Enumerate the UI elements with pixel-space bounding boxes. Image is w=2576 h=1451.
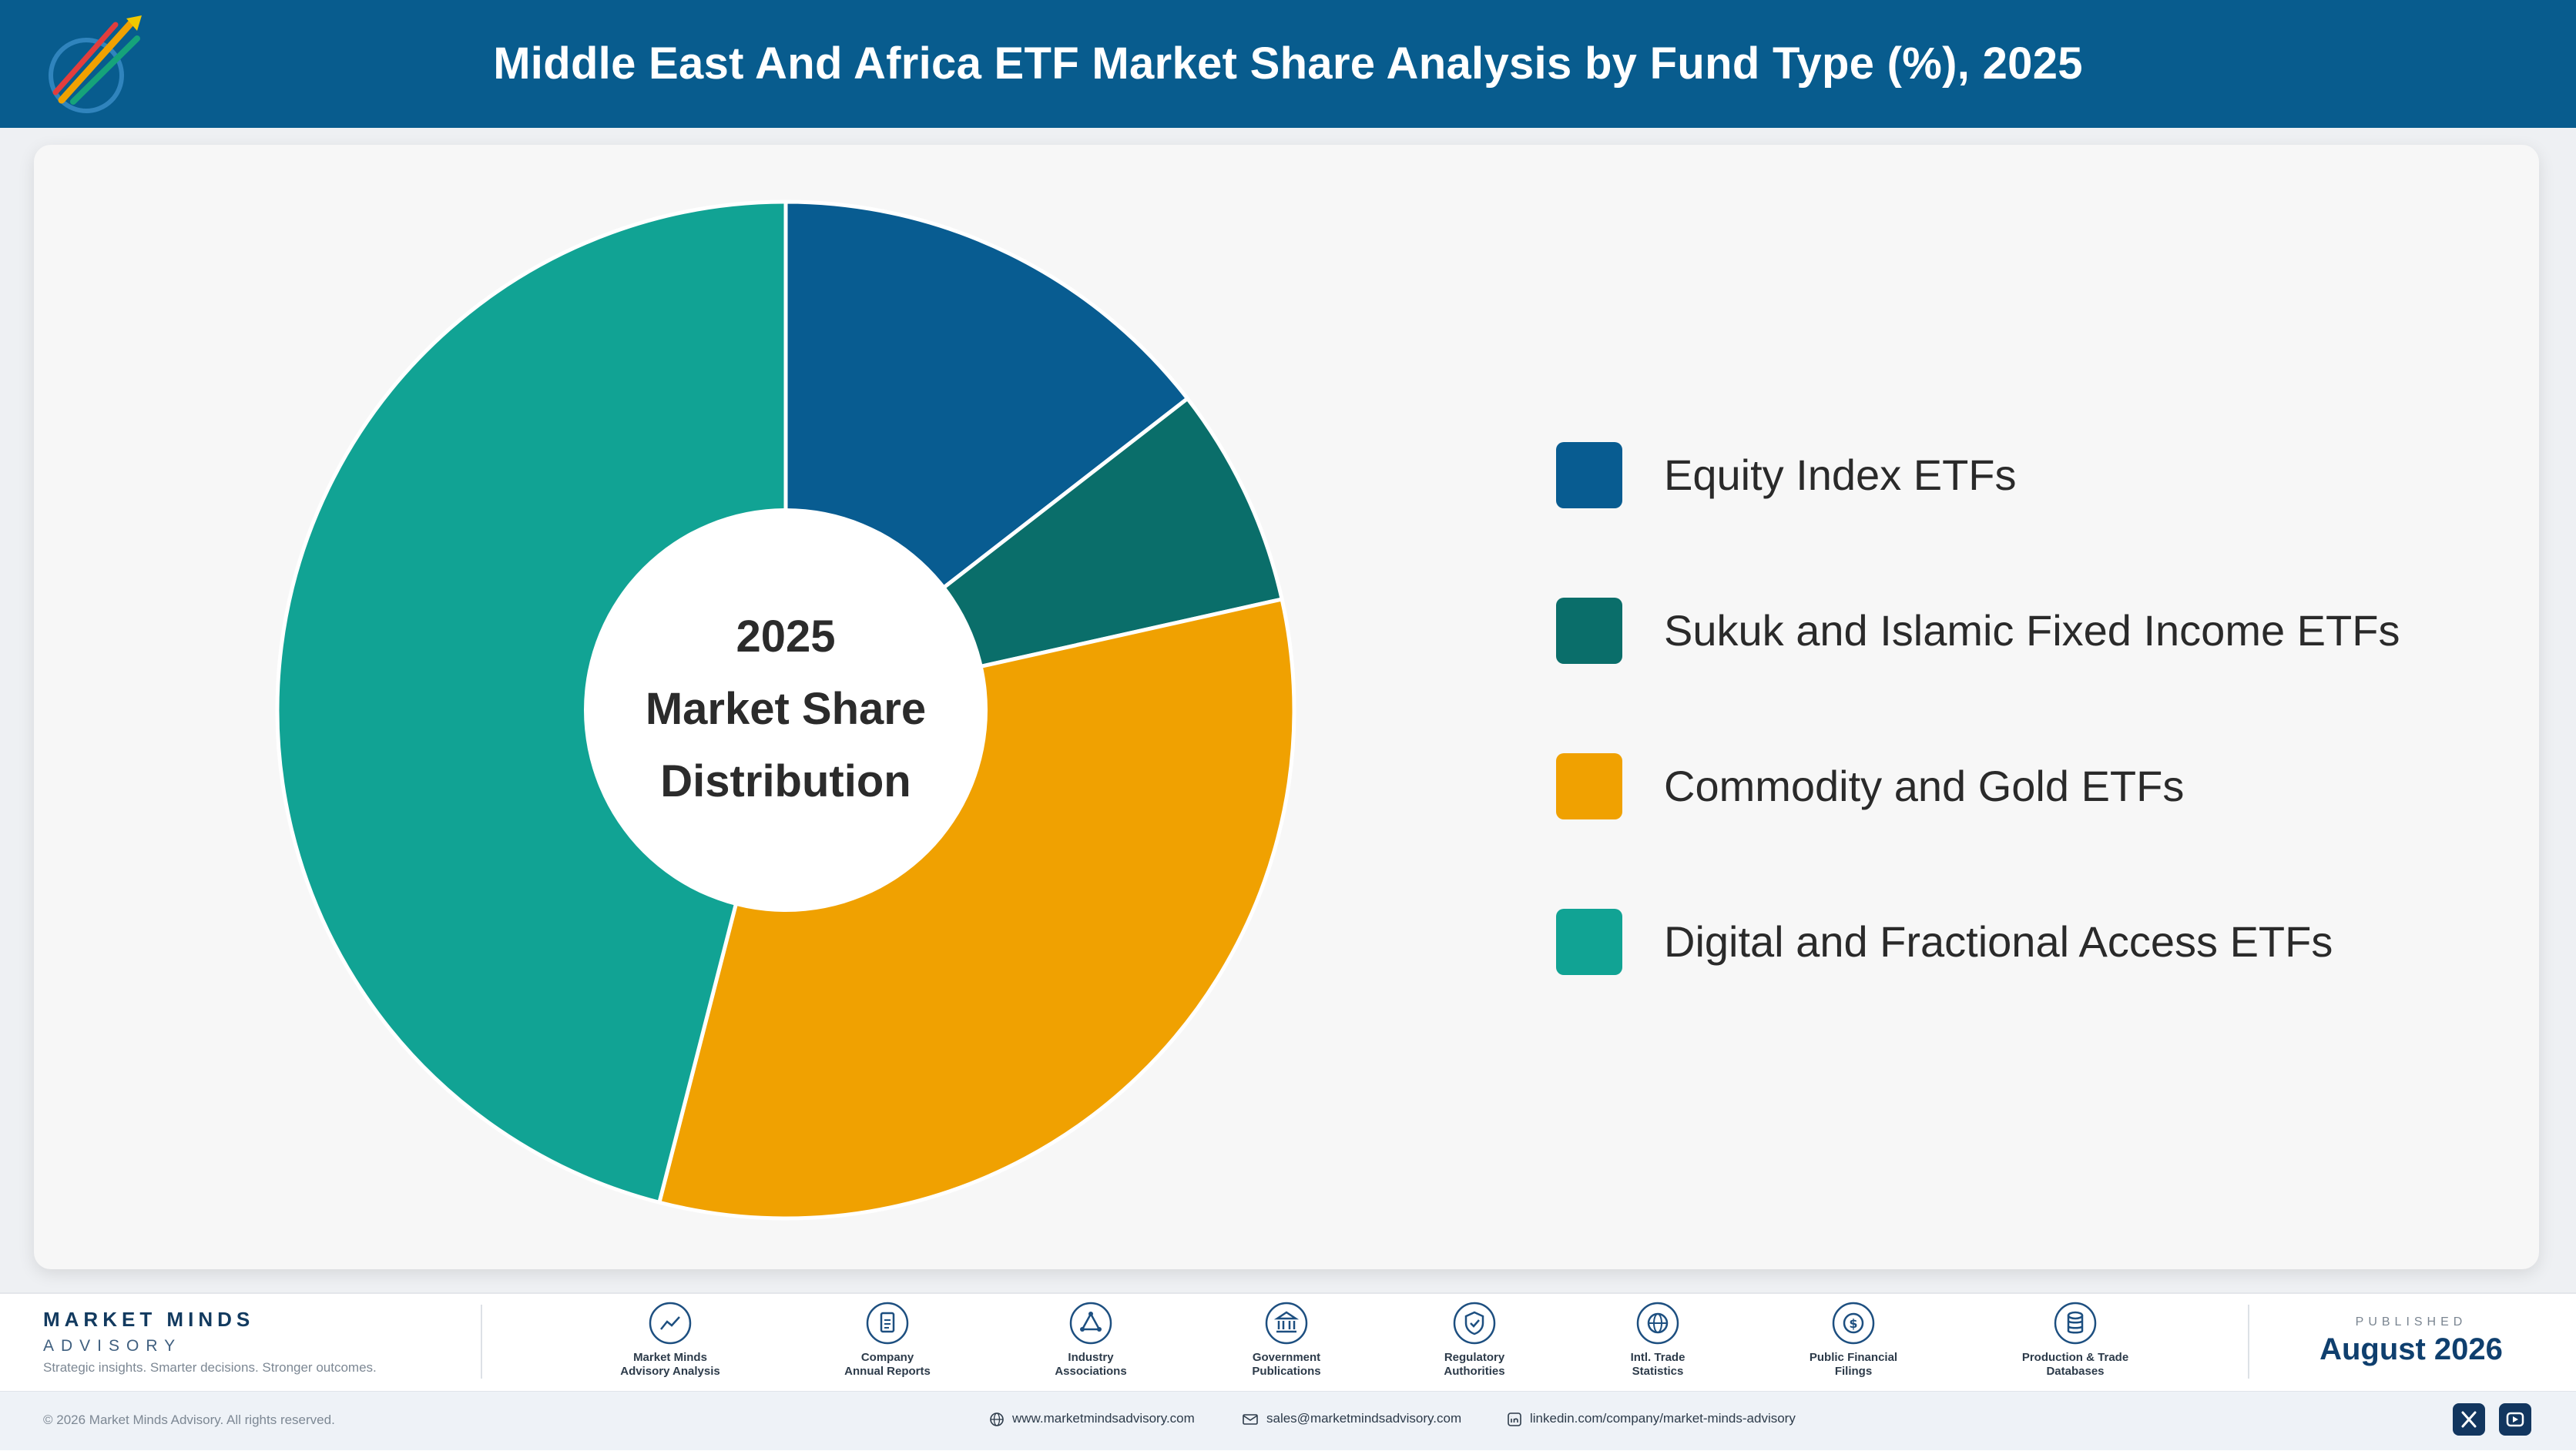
source-trade-statistics: Intl. Trade Statistics [1573, 1300, 1742, 1379]
network-icon [1069, 1302, 1112, 1345]
donut-chart [275, 199, 1294, 1218]
source-industry-associations: Industry Associations [1006, 1300, 1176, 1379]
source-label: Company Annual Reports [844, 1351, 931, 1378]
source-label: Production & Trade Databases [2021, 1351, 2129, 1378]
legend-swatch [1556, 909, 1622, 975]
legend-swatch [1556, 753, 1622, 819]
globe-icon [990, 1412, 1004, 1426]
source-label: Market Minds Advisory Analysis [620, 1351, 720, 1378]
legend-label: Digital and Fractional Access ETFs [1664, 917, 2333, 966]
center-label-year: 2025 [736, 612, 836, 662]
x-social-button[interactable] [2453, 1403, 2485, 1436]
legend-swatch [1556, 442, 1622, 508]
source-label: Industry Associations [1055, 1351, 1127, 1378]
legend-label: Commodity and Gold ETFs [1664, 762, 2185, 810]
source-label: Public Financial Filings [1809, 1351, 1898, 1378]
legend-label: Sukuk and Islamic Fixed Income ETFs [1664, 606, 2400, 655]
source-regulatory-authorities: Regulatory Authorities [1390, 1300, 1559, 1379]
document-icon [866, 1302, 909, 1345]
footer-tagline: Strategic insights. Smarter decisions. S… [43, 1360, 377, 1375]
mail-icon [1243, 1413, 1258, 1425]
source-label: Intl. Trade Statistics [1630, 1351, 1685, 1378]
globe-icon [1636, 1302, 1679, 1345]
legend-swatch [1556, 598, 1622, 664]
footer-divider [481, 1305, 482, 1379]
youtube-icon [2506, 1412, 2524, 1427]
linkedin-link[interactable]: linkedin.com/company/market-minds-adviso… [1507, 1411, 1796, 1427]
linkedin-text: linkedin.com/company/market-minds-adviso… [1530, 1411, 1796, 1426]
database-icon [2054, 1302, 2097, 1345]
footer-brand-name: MARKET MINDS [43, 1308, 255, 1331]
bottom-bar [0, 1391, 2576, 1450]
source-annual-reports: Company Annual Reports [803, 1300, 972, 1379]
youtube-social-button[interactable] [2499, 1403, 2531, 1436]
published-label: PUBLISHED [2355, 1315, 2467, 1329]
center-label-line2: Market Share [645, 684, 927, 734]
source-government-publications: Government Publications [1202, 1300, 1371, 1379]
trend-chart-icon [649, 1302, 692, 1345]
email-link[interactable]: sales@marketmindsadvisory.com [1242, 1411, 1461, 1426]
dollar-coin-icon: $ [1832, 1302, 1875, 1345]
center-label-line3: Distribution [660, 756, 911, 806]
legend-label: Equity Index ETFs [1664, 451, 2017, 499]
linkedin-icon [1508, 1412, 1521, 1426]
source-financial-filings: $ Public Financial Filings [1769, 1300, 1938, 1379]
market-minds-logo-icon [49, 15, 142, 113]
shield-check-icon [1453, 1302, 1496, 1345]
header-bar: Middle East And Africa ETF Market Share … [0, 0, 2576, 128]
website-link[interactable]: www.marketmindsadvisory.com [989, 1411, 1195, 1427]
donut-center-hole [584, 508, 988, 912]
website-text: www.marketmindsadvisory.com [1012, 1411, 1195, 1426]
svg-text:$: $ [1849, 1316, 1857, 1331]
donut-center-label: 2025 Market Share Distribution [585, 601, 986, 818]
source-label: Regulatory Authorities [1444, 1351, 1505, 1378]
source-market-minds: Market Minds Advisory Analysis [585, 1300, 755, 1379]
footer-divider [2248, 1305, 2249, 1379]
page-title: Middle East And Africa ETF Market Share … [493, 39, 2083, 89]
copyright-text: © 2026 Market Minds Advisory. All rights… [43, 1412, 335, 1427]
x-logo-icon [2461, 1411, 2477, 1428]
footer-brand-sub: ADVISORY [43, 1337, 183, 1355]
pie-slice-digital-and-fractional-access-etfs [275, 199, 788, 1205]
source-label: Government Publications [1252, 1351, 1321, 1378]
government-building-icon [1265, 1302, 1308, 1345]
published-date: August 2026 [2319, 1332, 2503, 1366]
source-trade-databases: Production & Trade Databases [1991, 1300, 2160, 1379]
email-text: sales@marketmindsadvisory.com [1266, 1411, 1462, 1426]
